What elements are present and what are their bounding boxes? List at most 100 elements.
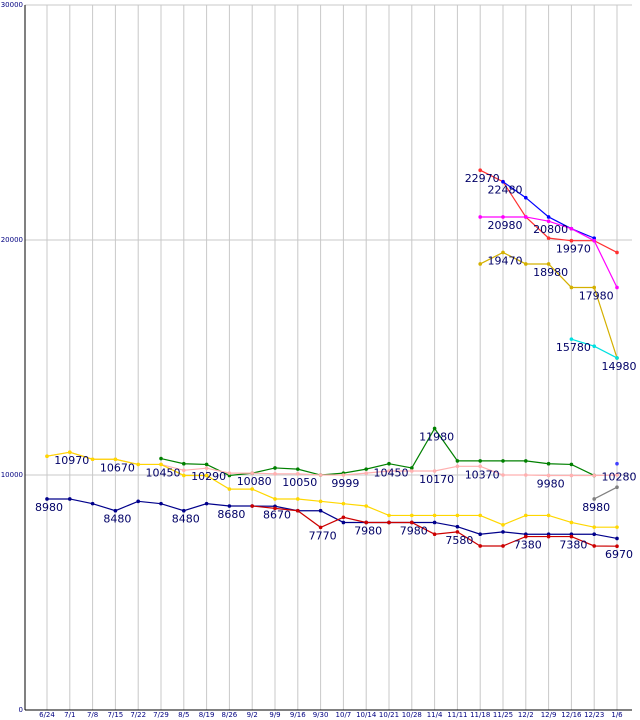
data-point bbox=[318, 473, 323, 477]
data-point bbox=[592, 344, 596, 349]
data-point bbox=[455, 513, 460, 518]
data-point bbox=[524, 459, 528, 463]
data-point bbox=[478, 215, 483, 219]
data-point bbox=[364, 467, 369, 471]
data-point bbox=[455, 464, 460, 469]
data-point bbox=[387, 469, 391, 473]
data-point bbox=[204, 462, 209, 467]
data-point bbox=[296, 508, 300, 513]
data-point bbox=[569, 285, 574, 290]
x-tick-label: 10/28 bbox=[402, 711, 422, 719]
x-tick-label: 11/11 bbox=[447, 711, 467, 719]
x-tick-label: 7/15 bbox=[108, 711, 124, 719]
y-tick-label: 30000 bbox=[1, 1, 23, 9]
x-tick-label: 12/9 bbox=[541, 711, 557, 719]
data-label: 9980 bbox=[537, 477, 565, 490]
data-point bbox=[159, 462, 163, 467]
x-tick-label: 8/5 bbox=[178, 711, 189, 719]
data-point bbox=[478, 532, 483, 537]
data-label: 10080 bbox=[237, 475, 272, 488]
data-point bbox=[455, 530, 460, 534]
x-tick-label: 11/18 bbox=[470, 711, 490, 719]
data-point bbox=[546, 262, 551, 266]
data-point bbox=[364, 471, 369, 475]
data-point bbox=[341, 473, 346, 477]
data-label: 8980 bbox=[582, 501, 610, 514]
data-point bbox=[296, 497, 300, 501]
y-tick-label: 20000 bbox=[1, 236, 23, 244]
data-point bbox=[273, 466, 277, 470]
x-tick-label: 8/26 bbox=[222, 711, 238, 719]
data-point bbox=[569, 462, 574, 467]
x-tick-label: 9/2 bbox=[247, 711, 258, 719]
data-point bbox=[569, 238, 574, 243]
data-point bbox=[250, 487, 254, 491]
data-point bbox=[182, 473, 186, 478]
data-point bbox=[45, 497, 49, 501]
data-point bbox=[546, 473, 551, 478]
x-tick-label: 11/25 bbox=[493, 711, 513, 719]
data-point bbox=[501, 215, 505, 219]
data-point bbox=[341, 520, 346, 525]
data-point bbox=[318, 499, 323, 504]
data-point bbox=[569, 534, 574, 539]
data-point bbox=[387, 461, 391, 466]
data-point bbox=[478, 262, 483, 266]
data-point bbox=[410, 520, 414, 525]
data-label: 7380 bbox=[514, 539, 542, 552]
data-point bbox=[136, 499, 140, 504]
data-point bbox=[204, 466, 209, 470]
data-point bbox=[113, 508, 118, 513]
data-point bbox=[432, 426, 437, 431]
x-tick-label: 7/1 bbox=[64, 711, 75, 719]
data-point bbox=[569, 337, 574, 341]
x-tick-label: 7/29 bbox=[153, 711, 169, 719]
data-point bbox=[273, 472, 277, 476]
data-point bbox=[432, 532, 437, 537]
data-point bbox=[45, 454, 49, 459]
data-point bbox=[524, 195, 528, 200]
data-label: 8980 bbox=[35, 501, 63, 514]
data-point bbox=[410, 469, 414, 473]
data-point bbox=[546, 534, 551, 539]
x-tick-label: 10/7 bbox=[336, 711, 352, 719]
data-point bbox=[501, 179, 505, 184]
data-label: 10370 bbox=[465, 468, 500, 481]
data-point bbox=[615, 473, 619, 477]
data-point bbox=[410, 466, 414, 470]
data-point bbox=[182, 468, 186, 473]
data-point bbox=[478, 544, 483, 548]
x-tick-label: 12/2 bbox=[518, 711, 534, 719]
data-point bbox=[546, 215, 551, 219]
data-point bbox=[318, 508, 323, 513]
x-tick-label: 10/14 bbox=[356, 711, 377, 719]
data-point bbox=[90, 457, 95, 462]
data-label: 20980 bbox=[488, 219, 523, 232]
data-point bbox=[592, 525, 596, 529]
series-line bbox=[47, 498, 618, 540]
data-point bbox=[569, 473, 574, 478]
data-label: 10970 bbox=[54, 454, 89, 467]
data-point bbox=[90, 501, 95, 506]
data-point bbox=[546, 513, 551, 518]
x-tick-label: 9/9 bbox=[269, 711, 280, 719]
data-point bbox=[250, 504, 254, 508]
y-tick-label: 10000 bbox=[1, 471, 23, 479]
data-point bbox=[455, 524, 460, 529]
data-point bbox=[68, 497, 72, 501]
data-point bbox=[341, 501, 346, 506]
data-point bbox=[478, 459, 483, 463]
x-tick-label: 6/24 bbox=[39, 711, 55, 719]
x-tick-label: 11/4 bbox=[427, 711, 443, 719]
grid bbox=[25, 4, 632, 711]
data-label: 14980 bbox=[602, 360, 637, 373]
x-tick-label: 10/21 bbox=[379, 711, 399, 719]
data-label: 17980 bbox=[579, 289, 614, 302]
x-tick-label: 12/23 bbox=[584, 711, 604, 719]
x-tick-label: 1/6 bbox=[611, 711, 623, 719]
x-tick-label: 12/16 bbox=[561, 711, 582, 719]
data-point bbox=[273, 497, 277, 501]
